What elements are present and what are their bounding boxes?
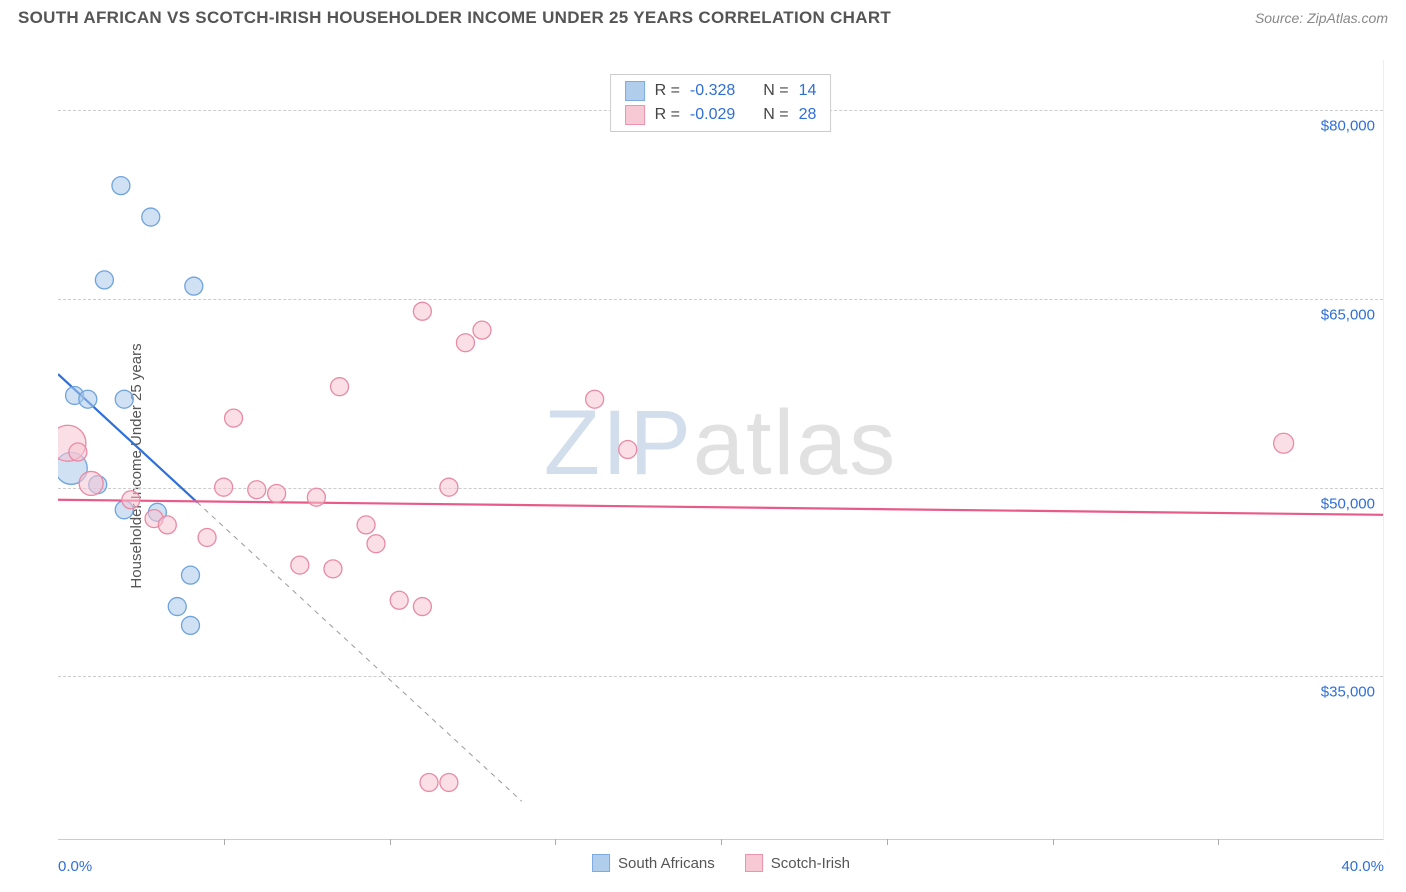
plot-area: ZIPatlas R =-0.328N =14R =-0.029N =28 $3… [58,60,1384,840]
data-point [357,516,375,534]
series-legend: South Africans Scotch-Irish [592,854,850,872]
x-axis: 0.0% South Africans Scotch-Irish 40.0% [58,854,1384,882]
data-point [420,773,438,791]
data-point [367,535,385,553]
correlation-stats-box: R = -0.328 N = 14 R = -0.029 N = 28 [610,74,832,132]
data-point [142,208,160,226]
data-point [185,277,203,295]
chart-frame: Householder Income Under 25 years ZIPatl… [18,48,1388,884]
data-point [248,481,266,499]
stat-n-label: N = [763,79,788,103]
data-point [69,443,87,461]
data-point [122,491,140,509]
data-point [413,598,431,616]
data-point [456,334,474,352]
data-point [115,390,133,408]
data-point [79,390,97,408]
stat-r-value: -0.328 [690,79,735,103]
data-point [168,598,186,616]
data-point [473,321,491,339]
x-tick [1053,839,1054,845]
data-point [198,528,216,546]
x-tick [887,839,888,845]
stat-n-value: 14 [799,79,817,103]
scatter-svg [58,60,1383,839]
data-point [413,302,431,320]
trend-line-extrapolated [197,502,522,801]
stat-r-label: R = [655,103,680,127]
x-axis-max-label: 40.0% [1341,858,1384,875]
data-point [225,409,243,427]
chart-title: SOUTH AFRICAN VS SCOTCH-IRISH HOUSEHOLDE… [18,8,891,28]
chart-header: SOUTH AFRICAN VS SCOTCH-IRISH HOUSEHOLDE… [0,0,1406,36]
trend-line [58,500,1383,515]
legend-swatch [745,854,763,872]
x-axis-min-label: 0.0% [58,858,92,875]
x-tick [721,839,722,845]
legend-label: Scotch-Irish [771,855,850,872]
data-point [182,566,200,584]
legend-label: South Africans [618,855,715,872]
data-point [619,441,637,459]
data-point [268,484,286,502]
stat-row: R = -0.328 N = 14 [625,79,817,103]
data-point [95,271,113,289]
x-tick [1218,839,1219,845]
data-point [215,478,233,496]
data-point [1274,433,1294,453]
stat-n-label: N = [763,103,788,127]
data-point [440,773,458,791]
data-point [440,478,458,496]
legend-item: South Africans [592,854,715,872]
data-point [390,591,408,609]
data-point [586,390,604,408]
legend-swatch [625,81,645,101]
data-point [79,471,103,495]
stat-r-label: R = [655,79,680,103]
x-tick [555,839,556,845]
data-point [307,488,325,506]
legend-swatch [592,854,610,872]
x-tick [390,839,391,845]
data-point [291,556,309,574]
stat-row: R = -0.029 N = 28 [625,103,817,127]
x-tick [224,839,225,845]
stat-r-value: -0.029 [690,103,735,127]
data-point [324,560,342,578]
data-point [158,516,176,534]
data-point [182,616,200,634]
legend-swatch [625,105,645,125]
source-credit: Source: ZipAtlas.com [1255,10,1388,26]
legend-item: Scotch-Irish [745,854,850,872]
data-point [112,177,130,195]
stat-n-value: 28 [799,103,817,127]
data-point [331,378,349,396]
